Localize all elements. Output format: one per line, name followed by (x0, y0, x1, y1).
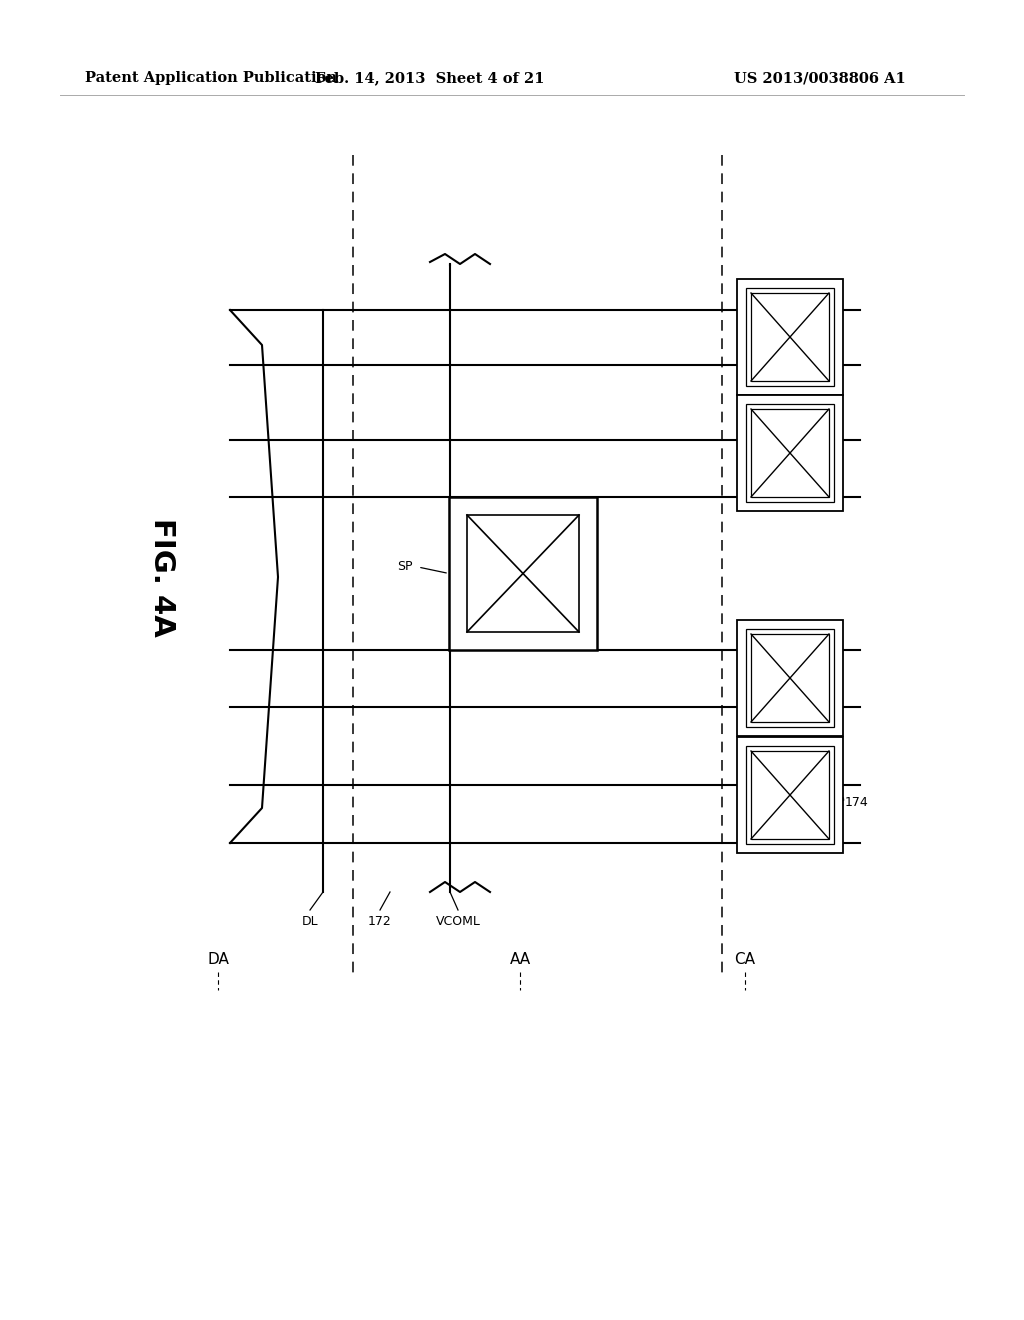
Bar (751, 293, 829, 381)
Bar (737, 737, 843, 853)
Text: SP: SP (397, 561, 413, 573)
Text: DL: DL (302, 915, 318, 928)
Bar (751, 751, 829, 840)
Bar (751, 634, 829, 722)
Bar (746, 404, 834, 502)
Text: VCOML: VCOML (435, 915, 480, 928)
Text: FIG. 4A: FIG. 4A (148, 517, 176, 636)
Bar (746, 630, 834, 727)
Bar (746, 288, 834, 385)
Bar (737, 395, 843, 511)
Text: 172: 172 (368, 915, 392, 928)
Text: CA: CA (734, 953, 756, 968)
Text: US 2013/0038806 A1: US 2013/0038806 A1 (734, 71, 906, 84)
Text: Patent Application Publication: Patent Application Publication (85, 71, 337, 84)
Text: DA: DA (207, 953, 229, 968)
Text: AA: AA (509, 953, 530, 968)
Bar (449, 498, 597, 649)
Bar (746, 746, 834, 843)
Bar (467, 515, 579, 632)
Bar (737, 620, 843, 737)
Text: 174: 174 (845, 796, 868, 809)
Text: Feb. 14, 2013  Sheet 4 of 21: Feb. 14, 2013 Sheet 4 of 21 (315, 71, 545, 84)
Bar (737, 279, 843, 395)
Bar (751, 409, 829, 498)
